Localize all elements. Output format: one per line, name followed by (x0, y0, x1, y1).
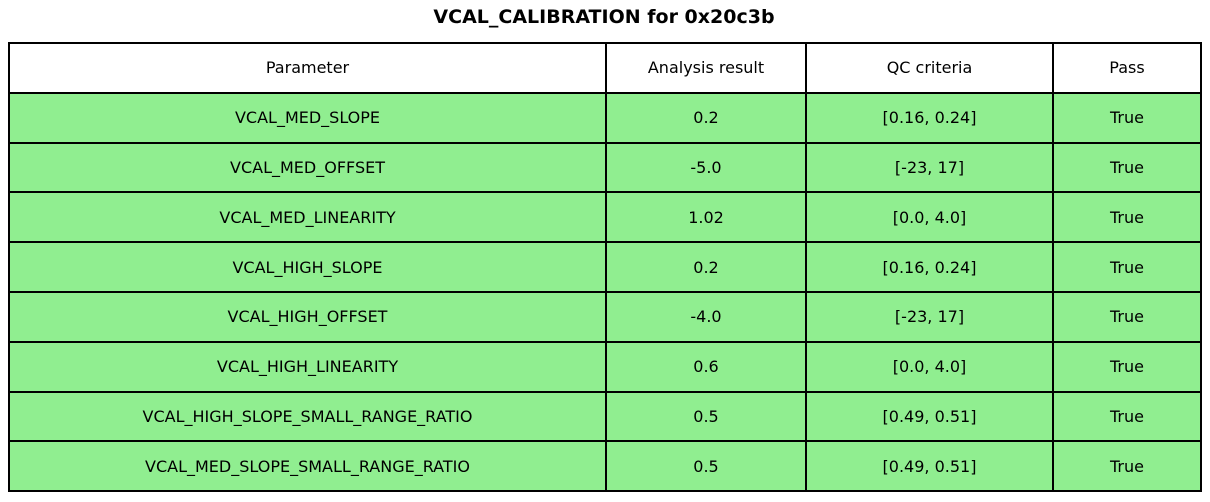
table-header: Parameter Analysis result QC criteria Pa… (8, 42, 1202, 94)
cell-pass: True (1052, 91, 1202, 144)
cell-analysis-result: 1.02 (605, 191, 807, 244)
cell-qc-criteria: [0.49, 0.51] (805, 440, 1054, 493)
header-pass: Pass (1052, 42, 1202, 94)
cell-qc-criteria: [-23, 17] (805, 290, 1054, 343)
page-title: VCAL_CALIBRATION for 0x20c3b (433, 6, 775, 28)
cell-analysis-result: 0.6 (605, 340, 807, 393)
table-row: VCAL_HIGH_SLOPE_SMALL_RANGE_RATIO 0.5 [0… (8, 390, 1202, 443)
cell-pass: True (1052, 440, 1202, 493)
cell-parameter: VCAL_HIGH_OFFSET (8, 290, 607, 343)
cell-pass: True (1052, 141, 1202, 194)
cell-qc-criteria: [-23, 17] (805, 141, 1054, 194)
cell-parameter: VCAL_HIGH_SLOPE (8, 241, 607, 293)
cell-pass: True (1052, 241, 1202, 293)
cell-qc-criteria: [0.49, 0.51] (805, 390, 1054, 443)
table-row: VCAL_HIGH_SLOPE 0.2 [0.16, 0.24] True (8, 241, 1202, 293)
qc-results-table: Parameter Analysis result QC criteria Pa… (8, 42, 1202, 493)
header-qc-criteria: QC criteria (805, 42, 1054, 94)
cell-parameter: VCAL_MED_LINEARITY (8, 191, 607, 244)
cell-pass: True (1052, 290, 1202, 343)
cell-pass: True (1052, 390, 1202, 443)
table-row: VCAL_MED_LINEARITY 1.02 [0.0, 4.0] True (8, 191, 1202, 244)
cell-qc-criteria: [0.16, 0.24] (805, 241, 1054, 293)
cell-parameter: VCAL_MED_SLOPE (8, 91, 607, 144)
cell-analysis-result: -5.0 (605, 141, 807, 194)
cell-pass: True (1052, 191, 1202, 244)
header-analysis-result: Analysis result (605, 42, 807, 94)
table-body: VCAL_MED_SLOPE 0.2 [0.16, 0.24] True VCA… (8, 91, 1202, 493)
cell-analysis-result: 0.2 (605, 91, 807, 144)
cell-parameter: VCAL_MED_SLOPE_SMALL_RANGE_RATIO (8, 440, 607, 493)
cell-analysis-result: 0.5 (605, 440, 807, 493)
cell-qc-criteria: [0.16, 0.24] (805, 91, 1054, 144)
cell-parameter: VCAL_MED_OFFSET (8, 141, 607, 194)
table-row: VCAL_HIGH_OFFSET -4.0 [-23, 17] True (8, 290, 1202, 343)
table-row: VCAL_MED_SLOPE 0.2 [0.16, 0.24] True (8, 91, 1202, 144)
cell-analysis-result: -4.0 (605, 290, 807, 343)
cell-qc-criteria: [0.0, 4.0] (805, 191, 1054, 244)
header-row: Parameter Analysis result QC criteria Pa… (8, 42, 1202, 94)
cell-parameter: VCAL_HIGH_LINEARITY (8, 340, 607, 393)
table-row: VCAL_MED_OFFSET -5.0 [-23, 17] True (8, 141, 1202, 194)
cell-analysis-result: 0.2 (605, 241, 807, 293)
cell-analysis-result: 0.5 (605, 390, 807, 443)
cell-parameter: VCAL_HIGH_SLOPE_SMALL_RANGE_RATIO (8, 390, 607, 443)
table-row: VCAL_MED_SLOPE_SMALL_RANGE_RATIO 0.5 [0.… (8, 440, 1202, 493)
cell-pass: True (1052, 340, 1202, 393)
cell-qc-criteria: [0.0, 4.0] (805, 340, 1054, 393)
table-row: VCAL_HIGH_LINEARITY 0.6 [0.0, 4.0] True (8, 340, 1202, 393)
header-parameter: Parameter (8, 42, 607, 94)
